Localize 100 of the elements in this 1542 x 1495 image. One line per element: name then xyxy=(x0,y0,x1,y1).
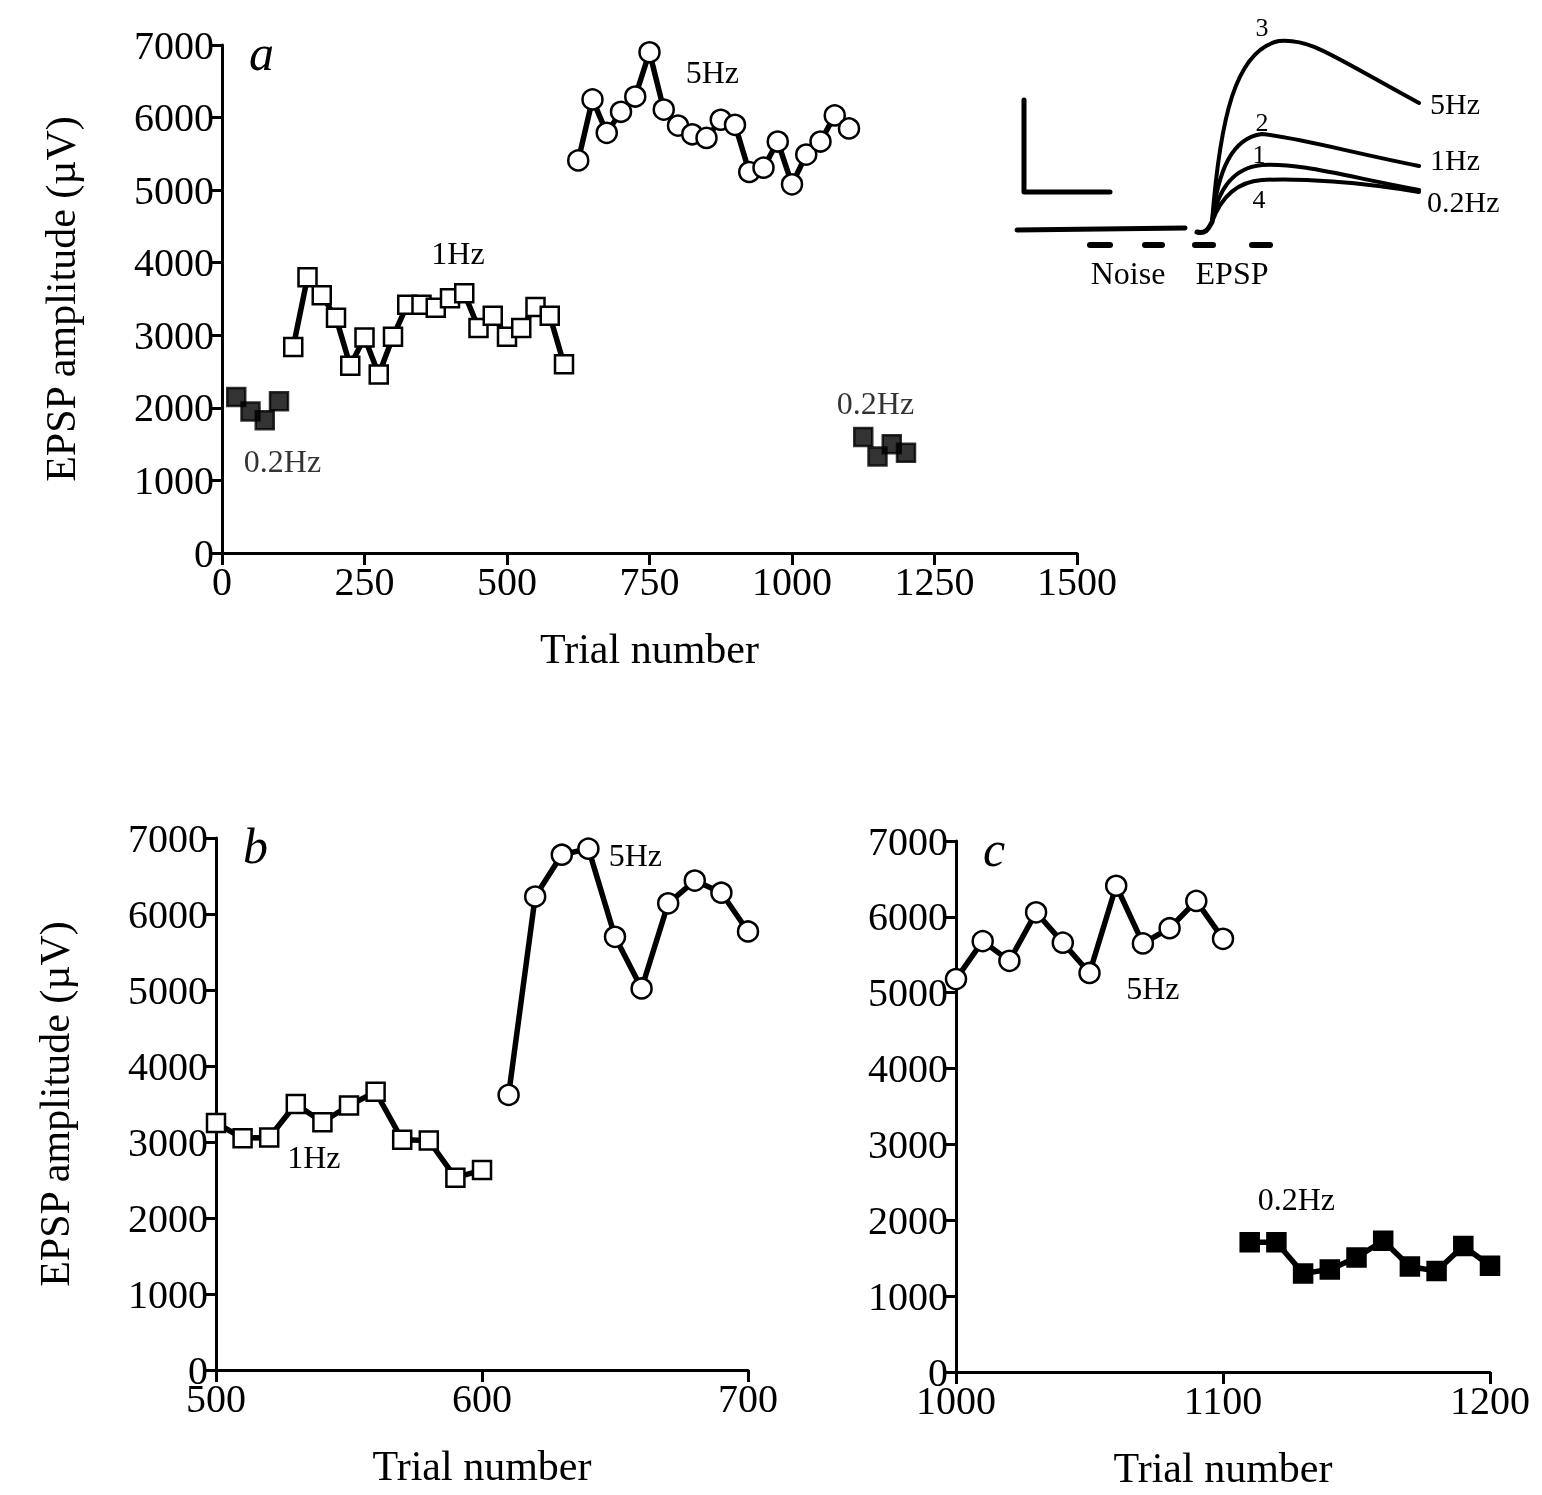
point xyxy=(550,843,574,866)
point xyxy=(205,1112,227,1134)
point xyxy=(723,113,747,137)
point xyxy=(365,1081,386,1103)
y-tick-label: 7000 xyxy=(128,815,208,861)
point xyxy=(471,1159,493,1181)
point xyxy=(1426,1260,1447,1282)
x-tick-label: 500 xyxy=(477,558,537,604)
point xyxy=(837,117,861,140)
text: 1 xyxy=(1252,140,1266,169)
point xyxy=(340,355,361,377)
y-tick-label: 1000 xyxy=(128,1271,208,1317)
y-tick-label: 0 xyxy=(194,530,214,576)
text: Noise xyxy=(1090,255,1166,291)
point xyxy=(312,1111,333,1133)
point xyxy=(1399,1256,1421,1277)
point xyxy=(1346,1247,1367,1268)
point xyxy=(683,869,707,892)
y-tick-label: 5000 xyxy=(868,970,948,1016)
point xyxy=(809,130,832,153)
point xyxy=(710,881,733,904)
point xyxy=(780,173,804,196)
point xyxy=(652,98,675,121)
point xyxy=(1051,931,1075,954)
point xyxy=(523,885,547,908)
text: 0.2Hz xyxy=(1427,185,1500,218)
text: EPSP xyxy=(1195,255,1269,291)
point xyxy=(1185,889,1208,913)
point xyxy=(1078,961,1101,985)
point xyxy=(567,149,590,172)
point xyxy=(1479,1255,1501,1277)
chart-title: c xyxy=(983,821,1006,877)
y-tick-label: 1000 xyxy=(868,1273,948,1319)
point xyxy=(311,285,332,306)
point xyxy=(511,317,532,339)
y-tick-label: 6000 xyxy=(868,894,948,940)
y-tick-label: 3000 xyxy=(128,1119,208,1165)
y-tick-label: 3000 xyxy=(868,1121,948,1167)
point xyxy=(766,130,789,153)
point xyxy=(624,85,647,108)
point xyxy=(603,925,627,949)
point xyxy=(823,104,846,127)
point xyxy=(1372,1230,1394,1252)
point xyxy=(638,41,661,64)
series-label: 0.2Hz xyxy=(836,385,915,422)
x-tick-label: 750 xyxy=(619,558,680,604)
point xyxy=(268,391,290,412)
x-axis-title: Trial number xyxy=(1113,1445,1333,1491)
point xyxy=(354,327,375,348)
point xyxy=(1239,1232,1260,1253)
point xyxy=(1158,916,1181,940)
y-tick-label: 2000 xyxy=(128,1195,208,1241)
point xyxy=(338,1095,360,1116)
point xyxy=(656,892,680,915)
point xyxy=(736,920,760,943)
point xyxy=(285,1093,307,1115)
point xyxy=(895,442,917,464)
point xyxy=(630,977,653,1000)
point xyxy=(254,409,275,431)
y-tick-label: 1000 xyxy=(134,457,214,503)
text: 4 xyxy=(1252,185,1266,214)
point xyxy=(454,282,475,304)
x-tick-label: 700 xyxy=(718,1375,778,1421)
point xyxy=(695,126,718,150)
series-label: 0.2Hz xyxy=(1257,1181,1336,1218)
point xyxy=(368,364,389,385)
series-label: 5Hz xyxy=(608,836,662,873)
point xyxy=(609,100,633,124)
y-tick-label: 5000 xyxy=(134,167,214,213)
series-label: 5Hz xyxy=(685,54,740,91)
point xyxy=(1266,1232,1287,1253)
y-tick-label: 7000 xyxy=(868,818,948,864)
point xyxy=(418,1130,440,1151)
text: 5Hz xyxy=(1430,87,1480,120)
point xyxy=(1024,901,1048,924)
point xyxy=(581,88,604,111)
y-axis-title: EPSP amplitude (µV) xyxy=(32,921,79,1287)
point xyxy=(325,307,347,329)
point xyxy=(297,266,318,288)
x-tick-label: 1250 xyxy=(894,558,975,604)
point xyxy=(1292,1263,1314,1284)
y-tick-label: 3000 xyxy=(134,312,214,358)
chart-title: b xyxy=(243,818,268,874)
series-label: 0.2Hz xyxy=(243,442,322,479)
point xyxy=(553,354,575,375)
x-tick-label: 600 xyxy=(452,1375,512,1421)
point xyxy=(1211,927,1235,951)
x-tick-label: 1000 xyxy=(752,558,832,604)
y-tick-label: 5000 xyxy=(128,967,208,1013)
point xyxy=(497,1083,520,1107)
x-tick-label: 1100 xyxy=(1183,1377,1263,1423)
point xyxy=(752,156,775,179)
text: 3 xyxy=(1255,13,1269,42)
y-tick-label: 6000 xyxy=(128,891,208,937)
chart-title: a xyxy=(249,25,274,81)
point xyxy=(998,949,1021,973)
y-tick-label: 4000 xyxy=(134,240,214,286)
series-label: 5Hz xyxy=(1126,969,1180,1006)
point xyxy=(1104,874,1128,897)
x-axis-title: Trial number xyxy=(372,1443,592,1489)
